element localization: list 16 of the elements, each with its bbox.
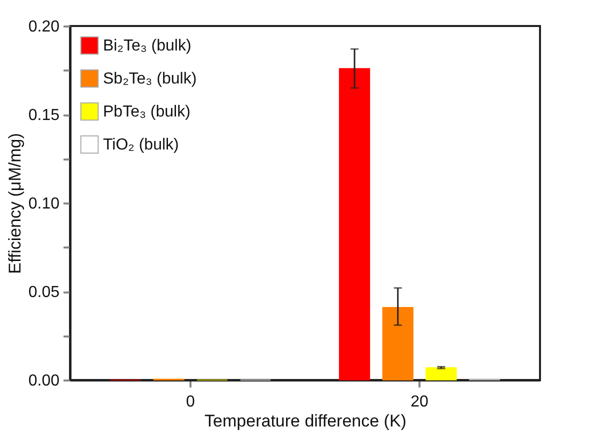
bar: [382, 307, 414, 380]
x-axis-title: Temperature difference (K): [204, 412, 406, 430]
bar: [338, 68, 370, 380]
legend-label: Bi₂Te₃ (bulk): [103, 38, 192, 54]
y-tick-label: 0.00: [28, 372, 60, 390]
y-axis-title: Efficiency (μM/mg): [5, 133, 24, 274]
x-tick-label: 20: [410, 394, 429, 410]
legend-label: TiO₂ (bulk): [103, 136, 179, 154]
legend-label: PbTe₃ (bulk): [103, 104, 190, 120]
y-tick-label: 0.05: [28, 284, 60, 301]
y-tick-label: 0.10: [28, 196, 60, 212]
legend-label: Sb₂Te₃ (bulk): [103, 70, 197, 88]
y-tick-label: 0.20: [28, 18, 60, 36]
y-tick-label: 0.15: [28, 107, 60, 124]
bar: [426, 367, 457, 380]
x-tick-label: 0: [186, 394, 196, 410]
